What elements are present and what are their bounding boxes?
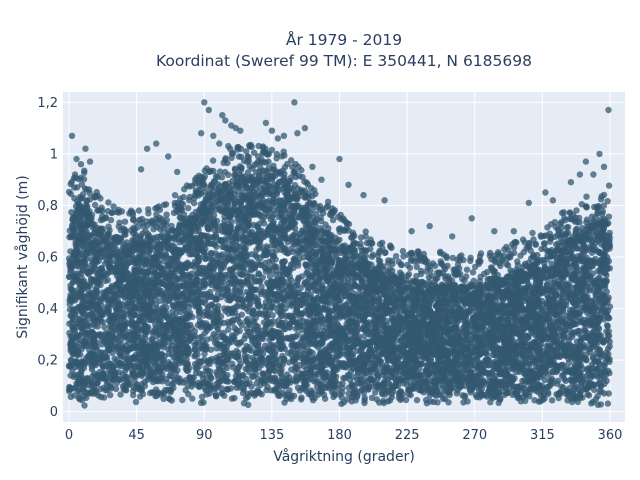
data-point bbox=[206, 255, 213, 262]
data-point bbox=[101, 323, 108, 331]
data-point bbox=[269, 312, 276, 319]
data-point bbox=[453, 390, 460, 397]
data-point bbox=[182, 387, 189, 394]
data-points bbox=[65, 99, 614, 409]
data-point bbox=[68, 209, 75, 216]
data-point bbox=[188, 251, 195, 258]
data-point bbox=[257, 254, 264, 262]
data-point bbox=[460, 399, 467, 406]
data-point bbox=[107, 391, 114, 399]
data-point bbox=[66, 329, 73, 337]
data-point bbox=[117, 391, 124, 398]
data-point bbox=[604, 400, 612, 407]
data-point bbox=[338, 400, 345, 407]
data-point bbox=[567, 328, 574, 335]
data-point bbox=[225, 326, 232, 333]
data-point bbox=[234, 188, 241, 195]
data-point bbox=[231, 324, 238, 332]
data-point bbox=[298, 394, 305, 401]
data-point bbox=[505, 389, 512, 396]
data-point bbox=[189, 395, 196, 402]
data-point bbox=[207, 346, 215, 353]
data-point bbox=[231, 394, 238, 402]
data-point bbox=[605, 390, 612, 397]
data-point bbox=[266, 273, 274, 280]
